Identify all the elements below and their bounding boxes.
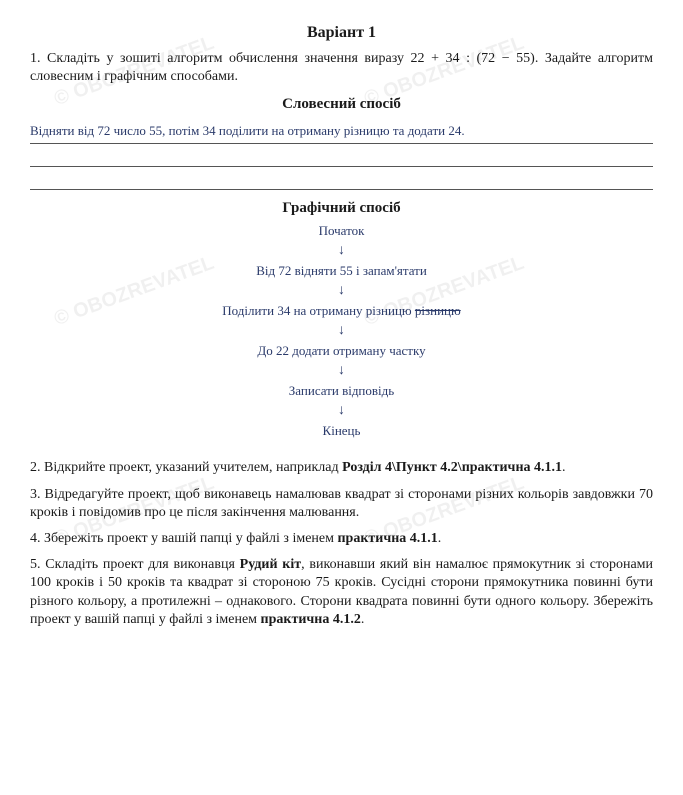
flow-step-3a: Поділити 34 на отриману [222,303,366,318]
task-5: 5. Складіть проект для виконавця Рудий к… [30,556,653,629]
task-5a: 5. Складіть проект для виконавця [30,557,240,572]
flowchart: Початок ↓ Від 72 відняти 55 і запам'ятат… [30,223,653,439]
arrow-icon: ↓ [30,403,653,419]
flow-step-2: Від 72 відняти 55 і запам'ятати [30,263,653,279]
task-5-bold1: Рудий кіт [240,557,301,572]
arrow-icon: ↓ [30,323,653,339]
arrow-icon: ↓ [30,243,653,259]
task-2a: 2. Відкрийте проект, указаний учителем, … [30,460,342,475]
variant-title: Варіант 1 [30,24,653,42]
task-4: 4. Збережіть проект у вашій папці у файл… [30,530,653,548]
task-2-bold: Розділ 4\Пункт 4.2\практична 4.1.1 [342,460,562,475]
arrow-icon: ↓ [30,283,653,299]
task-2c: . [562,460,566,475]
flow-step-3: Поділити 34 на отриману різницю різницю [30,303,653,319]
arrow-icon: ↓ [30,363,653,379]
flow-step-3-strike: різницю [415,303,461,318]
graphic-method-title: Графічний спосіб [30,200,653,217]
task-5e: . [361,612,365,627]
flow-start: Початок [30,223,653,239]
task-4a: 4. Збережіть проект у вашій папці у файл… [30,531,337,546]
task-5-bold2: практична 4.1.2 [261,612,361,627]
task-4-bold: практична 4.1.1 [337,531,437,546]
handwritten-line-1: Відняти від 72 число 55, потім 34 поділи… [30,119,653,144]
task-3: 3. Відредагуйте проект, щоб виконавець н… [30,486,653,522]
flow-step-3b: різницю [366,303,412,318]
flow-step-4: До 22 додати отриману частку [30,343,653,359]
blank-line-1 [30,146,653,167]
task-2: 2. Відкрийте проект, указаний учителем, … [30,459,653,477]
blank-line-2 [30,169,653,190]
task-1: 1. Складіть у зошиті алгоритм обчислення… [30,50,653,86]
verbal-method-title: Словесний спосіб [30,96,653,113]
task-4c: . [438,531,442,546]
flow-step-5: Записати відповідь [30,383,653,399]
flow-end: Кінець [30,423,653,439]
